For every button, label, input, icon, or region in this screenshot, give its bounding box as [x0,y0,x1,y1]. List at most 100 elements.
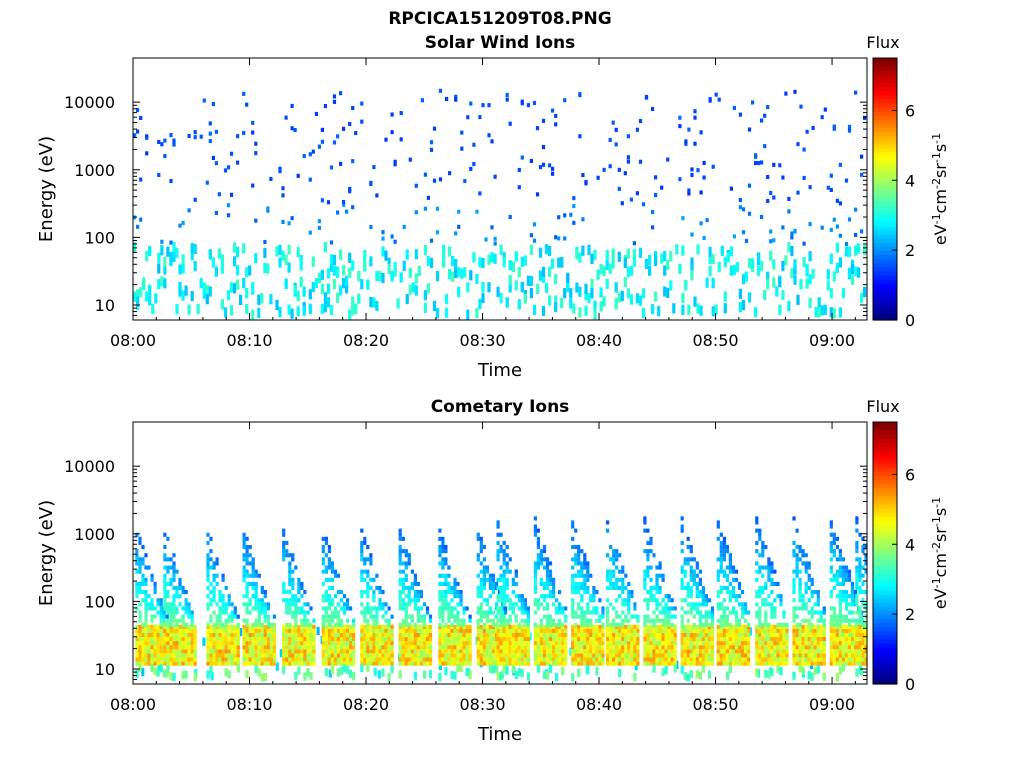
spectrogram-cell [598,618,602,623]
spectrogram-cell [293,285,297,296]
spectrogram-cell [646,637,650,642]
spectrogram-cell [716,618,720,623]
spectrogram-cell [693,141,697,146]
spectrogram-cell [816,618,820,623]
spectrogram-cell [468,657,472,662]
spectrogram-cell [636,624,640,629]
spectrogram-cell [401,549,405,554]
spectrogram-cell [416,618,420,623]
spectrogram-cell [802,256,806,268]
spectrogram-cell [494,614,499,619]
spectrogram-cell [737,581,742,586]
spectrogram-cell [589,661,593,666]
spectrogram-cell [496,606,500,611]
spectrogram-cell [630,653,634,658]
spectrogram-cell [667,598,671,603]
spectrogram-cell [571,606,575,611]
spectrogram-cell [450,585,454,590]
spectrogram-cell [517,598,521,603]
spectrogram-cell [360,119,364,124]
spectrogram-cell [297,649,301,654]
spectrogram-cell [242,131,246,136]
spectrogram-cell [257,573,261,578]
spectrogram-cell [166,618,170,623]
spectrogram-cell [479,590,483,595]
spectrogram-cell [372,614,376,619]
spectrogram-cell [773,581,777,586]
spectrogram-cell [398,545,402,550]
spectrogram-cell [520,155,524,160]
spectrogram-cell [462,618,466,623]
spectrogram-cell [606,628,610,633]
spectrogram-cell [360,653,364,658]
spectrogram-cell [209,641,213,646]
spectrogram-cell [571,536,575,541]
spectrogram-cell [744,606,748,611]
spectrogram-cell [542,594,547,599]
spectrogram-cell [287,244,291,255]
spectrogram-cell [523,293,527,304]
spectrogram-cell [476,622,480,627]
spectrogram-cell [635,127,639,132]
spectrogram-cell [175,304,179,315]
spectrogram-cell [502,585,506,590]
spectrogram-cell [710,622,715,627]
spectrogram-cell [390,665,394,674]
spectrogram-cell [755,632,759,637]
spectrogram-cell [147,606,151,611]
spectrogram-cell [447,590,451,595]
spectrogram-cell [444,632,448,637]
spectrogram-cell [636,657,640,662]
spectrogram-cell [321,622,325,627]
spectrogram-cell [761,573,765,578]
spectrogram-cell [667,661,671,666]
spectrogram-cell [438,549,442,554]
spectrogram-cell [680,637,684,642]
spectrogram-cell [508,628,512,633]
spectrogram-cell [401,602,405,607]
spectrogram-cell [226,165,231,170]
spectrogram-cell [583,581,587,586]
spectrogram-cell [548,657,553,662]
spectrogram-cell [816,641,820,646]
spectrogram-cell [609,657,613,662]
spectrogram-cell [563,213,567,218]
spectrogram-cell [419,590,423,595]
spectrogram-cell [404,618,408,623]
spectrogram-cell [763,113,767,118]
spectrogram-cell [336,610,341,615]
spectrogram-cell [781,261,785,272]
spectrogram-cell [419,618,423,623]
spectrogram-cell [716,536,720,541]
spectrogram-cell [384,250,388,261]
spectrogram-cell [453,645,457,650]
spectrogram-cell [517,657,521,662]
spectrogram-cell [572,303,576,314]
spectrogram-cell [574,553,578,558]
spectrogram-cell [375,585,379,590]
spectrogram-cell [144,618,148,623]
spectrogram-cell [157,279,161,290]
spectrogram-cell [643,569,647,574]
spectrogram-cell [294,671,298,680]
spectrogram-cell [643,585,647,590]
spectrogram-cell [468,649,472,654]
spectrogram-cell [248,641,252,646]
spectrogram-cell [829,618,833,623]
spectrogram-cell [441,657,445,662]
spectrogram-cell [618,649,622,654]
spectrogram-cell [150,602,154,607]
spectrogram-cell [230,653,234,658]
spectrogram-cell [245,267,249,278]
spectrogram-cell [618,637,622,642]
spectrogram-cell [646,641,650,646]
spectrogram-cell [450,645,454,650]
spectrogram-cell [447,565,451,570]
spectrogram-cell [574,622,578,627]
spectrogram-cell [290,103,294,108]
spectrogram-cell [612,569,616,574]
spectrogram-cell [496,632,500,637]
spectrogram-cell [707,670,712,679]
spectrogram-cell [398,594,402,599]
spectrogram-cell [487,103,491,108]
